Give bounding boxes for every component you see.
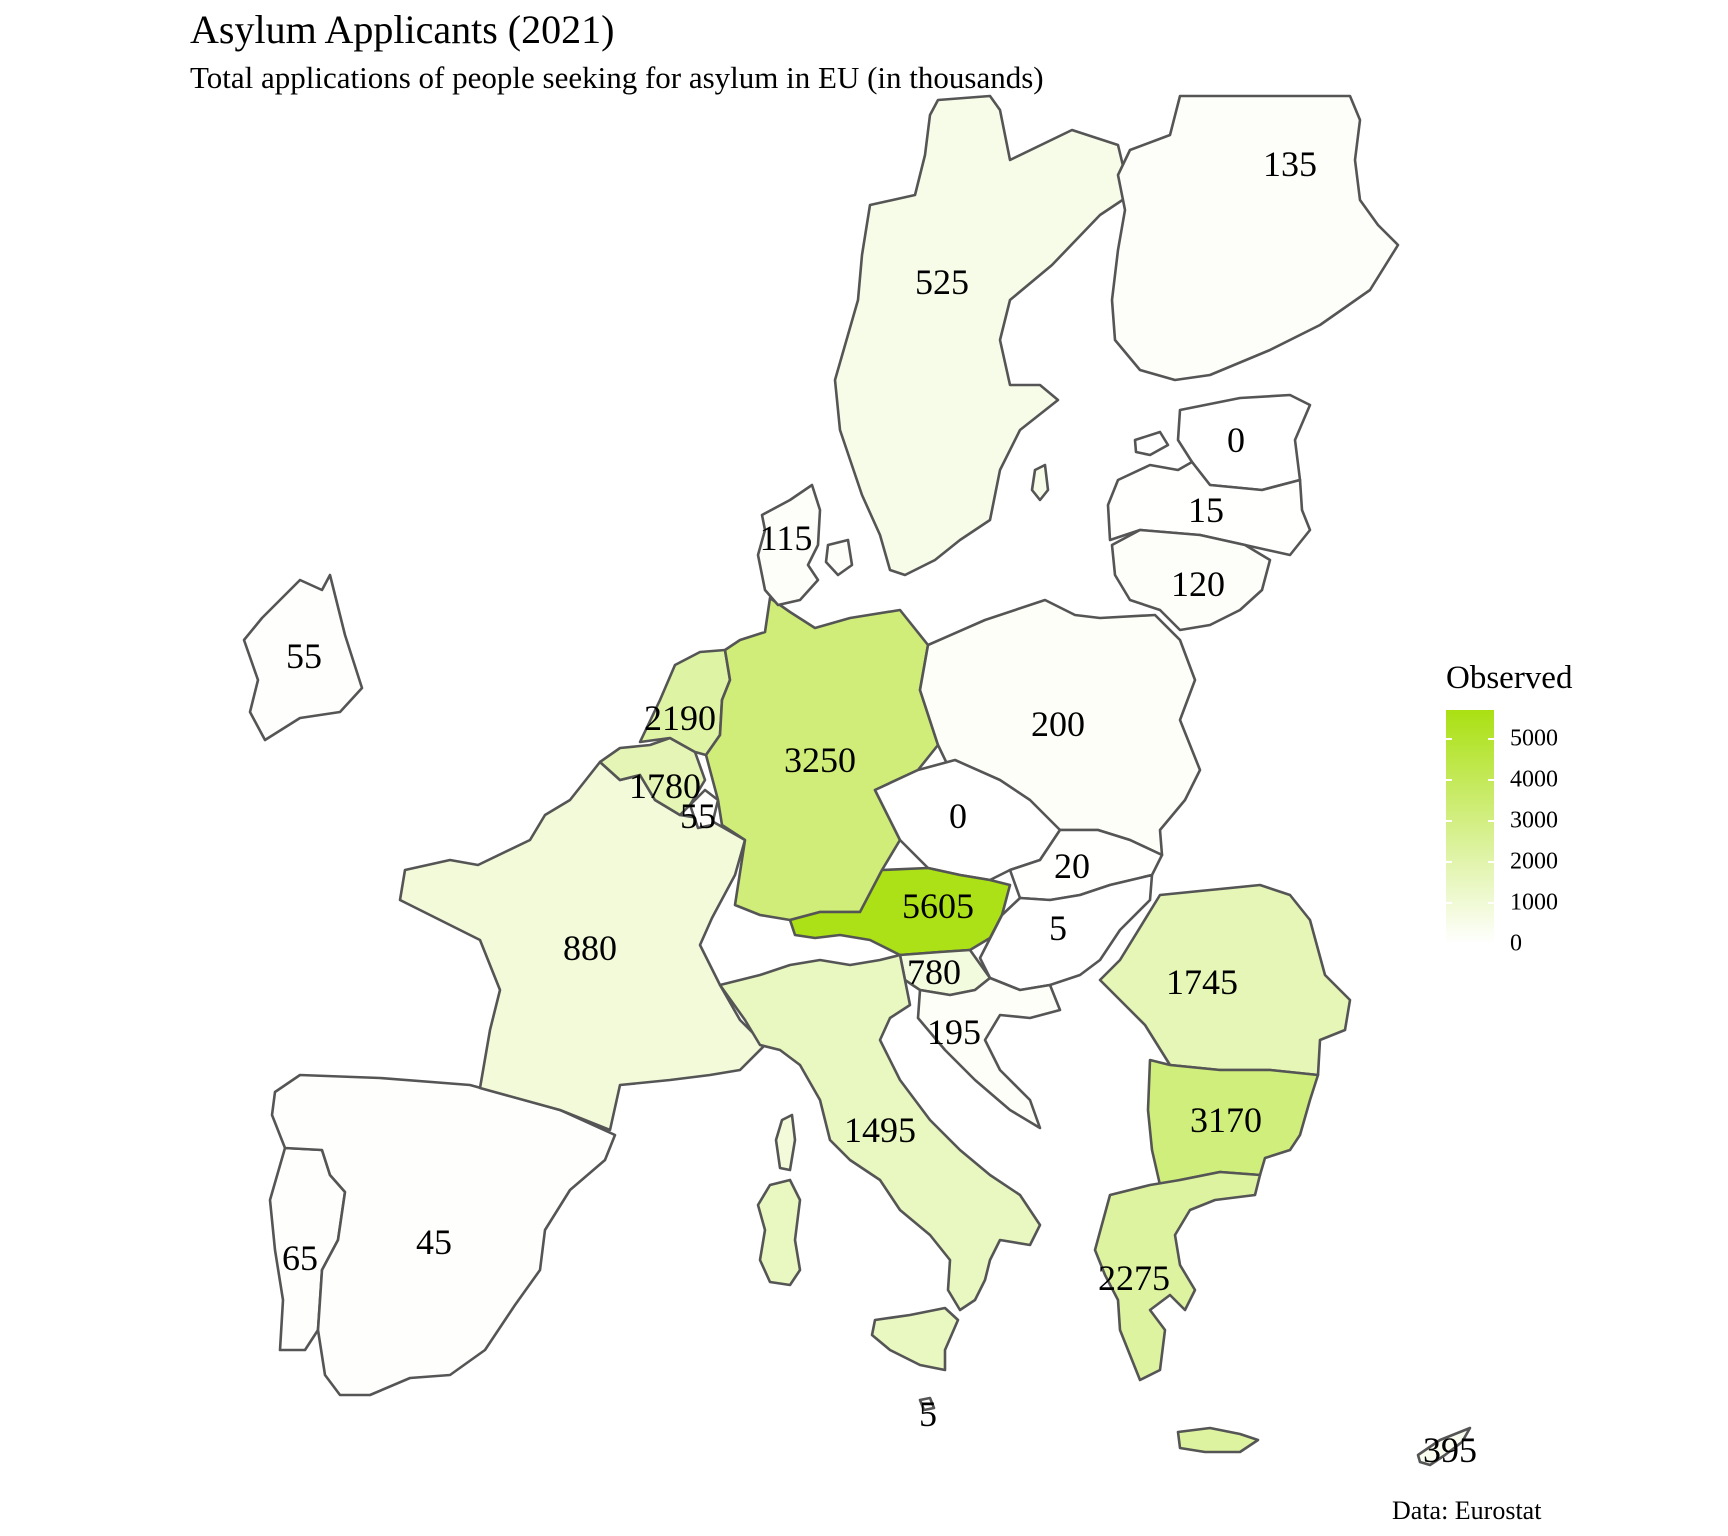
region-sardinia <box>756 1178 802 1287</box>
label-latvia: 15 <box>1188 490 1224 530</box>
region-gotland <box>1030 463 1050 502</box>
region-cyprus <box>1416 1426 1472 1467</box>
legend-tick-mark <box>1446 737 1452 740</box>
label-bulgaria: 3170 <box>1190 1100 1262 1140</box>
label-italy: 1495 <box>844 1110 916 1150</box>
legend-tick-label: 2000 <box>1510 848 1558 875</box>
region-malta <box>918 1396 936 1412</box>
region-denmark <box>756 483 822 607</box>
region-latvia <box>1106 460 1312 557</box>
color-legend: Observed 5000 4000 3000 2000 1000 0 <box>1420 648 1620 957</box>
legend-title: Observed <box>1446 660 1573 696</box>
label-hungary: 5 <box>1049 908 1067 948</box>
label-cyprus: 395 <box>1423 1430 1477 1470</box>
legend-tick-mark <box>1446 901 1452 904</box>
region-belgium <box>598 736 707 817</box>
legend-tick-label: 0 <box>1510 930 1522 957</box>
label-sweden: 525 <box>915 262 969 302</box>
label-estonia: 0 <box>1227 420 1245 460</box>
legend-tick-mark <box>1488 737 1494 740</box>
legend-tick-mark <box>1488 819 1494 822</box>
region-lithuania <box>1110 528 1272 632</box>
label-slovakia: 20 <box>1054 846 1090 886</box>
label-austria: 5605 <box>902 886 974 926</box>
label-belgium: 1780 <box>629 766 701 806</box>
label-portugal: 65 <box>282 1238 318 1278</box>
legend-tick-mark <box>1488 901 1494 904</box>
source-caption: Data: Eurostat <box>1392 1496 1542 1525</box>
region-croatia <box>916 976 1062 1130</box>
legend-tick-mark <box>1446 860 1452 863</box>
legend-color-bar <box>1446 710 1494 944</box>
region-zealand <box>824 538 854 577</box>
label-ireland: 55 <box>286 636 322 676</box>
legend-tick-label: 1000 <box>1510 889 1558 916</box>
region-ireland <box>242 573 364 742</box>
label-romania: 1745 <box>1166 962 1238 1002</box>
country-shapes <box>242 94 1472 1467</box>
region-corsica <box>774 1113 797 1172</box>
label-greece: 2275 <box>1098 1258 1170 1298</box>
legend-tick-mark <box>1446 943 1452 945</box>
region-sweden <box>833 94 1132 577</box>
label-denmark: 115 <box>760 518 813 558</box>
label-luxembourg: 55 <box>680 796 716 836</box>
label-france: 880 <box>563 928 617 968</box>
label-netherlands: 2190 <box>644 698 716 738</box>
region-saaremaa <box>1133 430 1170 457</box>
region-crete <box>1176 1426 1260 1454</box>
region-sicily <box>870 1306 960 1372</box>
legend-tick-mark <box>1488 943 1494 945</box>
label-germany: 3250 <box>784 740 856 780</box>
region-finland <box>1110 94 1400 382</box>
region-value-labels: 55 65 45 880 1780 2190 55 3250 115 525 1… <box>282 144 1477 1470</box>
region-greece <box>1093 1170 1262 1382</box>
label-spain: 45 <box>416 1222 452 1262</box>
label-poland: 200 <box>1031 704 1085 744</box>
label-croatia: 195 <box>927 1012 981 1052</box>
label-czechia: 0 <box>949 796 967 836</box>
label-finland: 135 <box>1263 144 1317 184</box>
region-italy <box>718 953 1042 1312</box>
label-slovenia: 780 <box>907 952 961 992</box>
legend-tick-mark <box>1446 778 1452 781</box>
legend-tick-label: 3000 <box>1510 807 1558 834</box>
map-title: Asylum Applicants (2021) <box>190 7 615 52</box>
label-lithuania: 120 <box>1171 564 1225 604</box>
legend-tick-label: 4000 <box>1510 766 1558 793</box>
label-malta: 5 <box>919 1394 937 1434</box>
legend-tick-mark <box>1446 819 1452 822</box>
region-bulgaria <box>1146 1058 1320 1187</box>
region-luxembourg <box>688 788 720 830</box>
legend-tick-mark <box>1488 778 1494 781</box>
region-romania <box>1098 883 1352 1077</box>
legend-tick-label: 5000 <box>1510 725 1558 752</box>
legend-tick-mark <box>1488 860 1494 863</box>
map-subtitle: Total applications of people seeking for… <box>190 60 1044 95</box>
